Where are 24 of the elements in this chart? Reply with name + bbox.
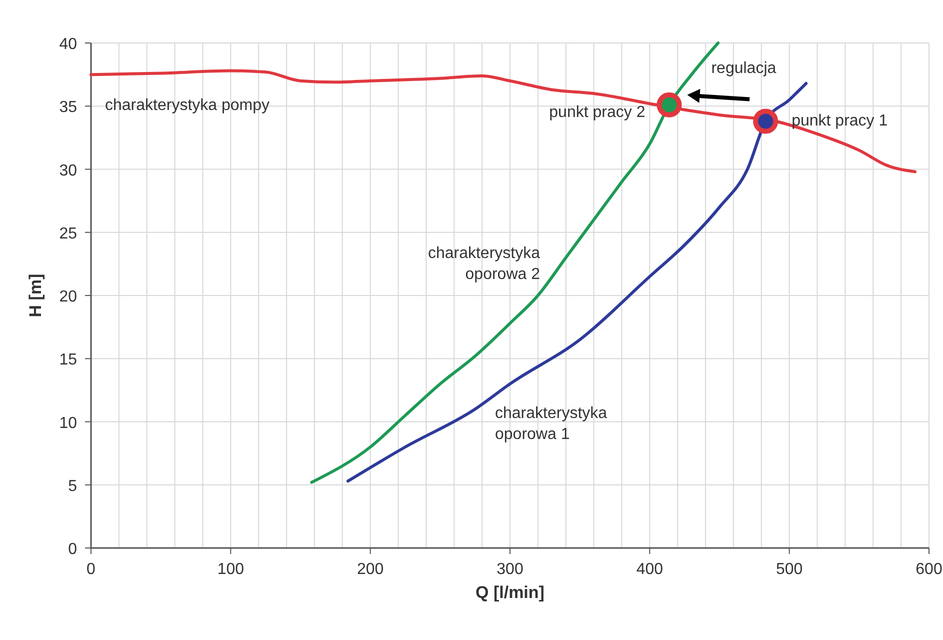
y-tick-label: 25 bbox=[59, 225, 78, 242]
series-label: charakterystyka oporowa 1 bbox=[495, 405, 608, 443]
x-axis-title: Q [l/min] bbox=[476, 583, 544, 602]
x-tick-label: 0 bbox=[86, 561, 96, 578]
annotation: punkt pracy 2 bbox=[549, 104, 646, 121]
series-label: charakterystyka pompy bbox=[105, 97, 270, 114]
annotation: punkt pracy 1 bbox=[792, 112, 888, 130]
y-axis-title: H [m] bbox=[26, 274, 45, 318]
x-tick-label: 500 bbox=[776, 561, 803, 578]
series-label: charakterystyka oporowa 2 bbox=[428, 245, 540, 283]
x-tick-label: 600 bbox=[916, 561, 942, 578]
y-tick-label: 10 bbox=[59, 414, 78, 432]
x-tick-label: 100 bbox=[217, 561, 244, 578]
x-tick-label: 200 bbox=[356, 561, 384, 578]
annotation: regulacja bbox=[711, 60, 776, 77]
y-tick-label: 5 bbox=[68, 478, 78, 495]
y-tick-label: 30 bbox=[59, 162, 78, 180]
y-tick-label: 15 bbox=[59, 352, 78, 369]
y-tick-label: 35 bbox=[59, 99, 78, 116]
y-tick-label: 40 bbox=[59, 36, 78, 53]
x-tick-label: 400 bbox=[636, 561, 664, 578]
y-tick-label: 0 bbox=[68, 541, 78, 558]
x-tick-label: 300 bbox=[496, 561, 524, 578]
y-tick-label: 20 bbox=[59, 288, 78, 306]
